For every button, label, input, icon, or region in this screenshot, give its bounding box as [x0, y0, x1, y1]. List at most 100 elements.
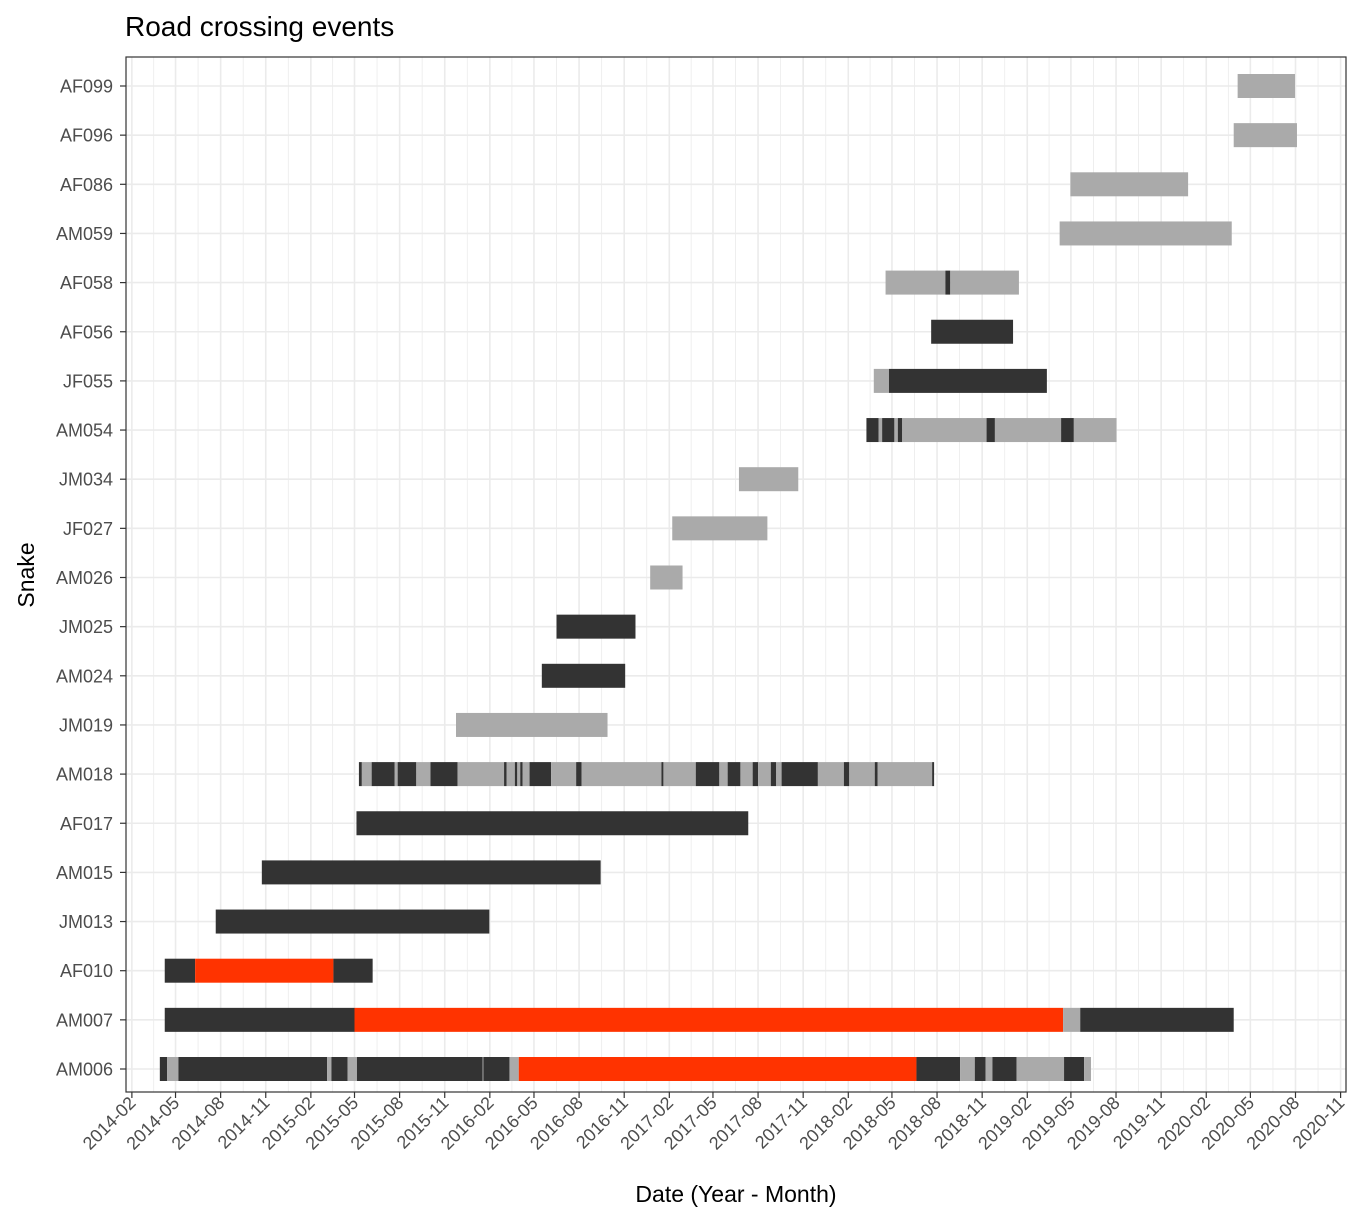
y-tick-label: AM015 — [56, 863, 113, 883]
bar-segment-am018 — [695, 762, 720, 787]
bar-segment-am018 — [770, 762, 777, 787]
bar-segment-am018 — [781, 762, 818, 787]
bar-segment-am006 — [916, 1057, 961, 1081]
bar-segment-am006 — [483, 1057, 510, 1081]
bar-segment-af056 — [931, 319, 1014, 344]
bar-segment-am018 — [394, 762, 398, 787]
y-tick-label: JM019 — [59, 715, 113, 735]
bar-segment-am006 — [985, 1057, 993, 1081]
bar-segment-af099 — [1237, 74, 1295, 98]
bar-segment-am018 — [361, 762, 372, 787]
bar-segment-jf055 — [888, 368, 1047, 393]
bar-segment-am018 — [358, 762, 362, 787]
bar-segment-am018 — [514, 762, 518, 787]
y-tick-label: AM026 — [56, 568, 113, 588]
bar-segment-am006 — [1016, 1057, 1065, 1081]
bar-segment-am006 — [167, 1057, 179, 1081]
y-tick-label: JF027 — [63, 519, 113, 539]
y-axis-title: Snake — [13, 542, 39, 607]
bar-segment-am018 — [740, 762, 753, 787]
bar-segment-am006 — [992, 1057, 1017, 1081]
bar-segment-am018 — [576, 762, 582, 787]
bar-segment-am006 — [327, 1057, 332, 1081]
y-tick-label: AF056 — [60, 322, 113, 342]
bar-segment-am006 — [1064, 1057, 1085, 1081]
bar-segment-am007 — [1080, 1007, 1234, 1032]
bar-segment-jm019 — [456, 712, 608, 737]
y-tick-label: AF086 — [60, 175, 113, 195]
bar-segment-am007 — [164, 1007, 355, 1032]
bar-segment-am024 — [541, 663, 626, 688]
bar-segment-am018 — [719, 762, 728, 787]
bar-segment-af017 — [356, 811, 749, 836]
y-tick-label: AF058 — [60, 273, 113, 293]
bar-segment-am006 — [1084, 1057, 1092, 1081]
bar-segment-am018 — [661, 762, 664, 787]
bar-segment-am006 — [159, 1057, 168, 1081]
bar-segment-am018 — [932, 762, 935, 787]
bar-segment-am018 — [752, 762, 759, 787]
bar-segment-am018 — [529, 762, 552, 787]
bar-segment-am018 — [663, 762, 696, 787]
bar-segment-am006 — [509, 1057, 519, 1081]
bar-segment-am018 — [430, 762, 458, 787]
y-tick-label: AM024 — [56, 666, 113, 686]
bar-segment-am018 — [504, 762, 507, 787]
bar-segment-am054 — [1073, 418, 1117, 443]
bar-segment-am054 — [894, 418, 898, 443]
bar-segment-af058 — [945, 270, 951, 295]
y-tick-label: AM054 — [56, 421, 113, 441]
bar-segment-af058 — [885, 270, 946, 295]
bar-segment-am018 — [817, 762, 844, 787]
y-tick-label: AM059 — [56, 224, 113, 244]
bar-segment-am054 — [882, 418, 895, 443]
bar-segment-af010 — [195, 958, 334, 983]
y-tick-label: JM034 — [59, 470, 113, 490]
bar-segment-am018 — [849, 762, 875, 787]
x-axis-title: Date (Year - Month) — [635, 1181, 836, 1207]
bar-segment-jf027 — [672, 516, 768, 541]
bar-segment-af096 — [1233, 123, 1297, 148]
bar-segment-am006 — [960, 1057, 975, 1081]
bar-segment-am018 — [520, 762, 523, 787]
y-tick-label: AF099 — [60, 77, 113, 97]
y-tick-label: AF017 — [60, 814, 113, 834]
bar-segment-am018 — [371, 762, 395, 787]
y-tick-label: JM013 — [59, 912, 113, 932]
bar-segment-am026 — [650, 565, 683, 590]
y-tick-label: AM007 — [56, 1010, 113, 1030]
bar-segment-am006 — [347, 1057, 357, 1081]
y-tick-label: AM018 — [56, 765, 113, 785]
bar-segment-jm013 — [215, 909, 490, 934]
y-tick-label: AF010 — [60, 961, 113, 981]
panel-border — [125, 56, 1347, 1093]
y-tick-label: JF055 — [63, 371, 113, 391]
bar-segments — [159, 74, 1297, 1081]
chart-title: Road crossing events — [125, 11, 394, 42]
bar-segment-am018 — [758, 762, 771, 787]
bar-segment-am018 — [416, 762, 431, 787]
bar-segment-am018 — [522, 762, 530, 787]
bar-segment-am018 — [727, 762, 741, 787]
bar-segment-am006 — [518, 1057, 917, 1081]
bar-segment-am054 — [986, 418, 995, 443]
bar-segment-am006 — [331, 1057, 348, 1081]
bar-segment-af058 — [950, 270, 1019, 295]
bar-segment-jf055 — [873, 368, 889, 393]
bar-segment-am059 — [1059, 221, 1232, 246]
bar-segment-am018 — [843, 762, 850, 787]
bar-segment-am018 — [581, 762, 662, 787]
bar-segment-af010 — [164, 958, 196, 983]
y-tick-label: AF096 — [60, 126, 113, 146]
bar-segment-am018 — [874, 762, 878, 787]
bar-segment-am018 — [517, 762, 521, 787]
bar-segment-am018 — [506, 762, 515, 787]
bar-segment-jm025 — [556, 614, 636, 639]
bar-segment-am007 — [1063, 1007, 1081, 1032]
bar-segment-am006 — [482, 1057, 484, 1081]
bar-segment-am018 — [457, 762, 505, 787]
bar-segment-am054 — [994, 418, 1062, 443]
bar-segment-am054 — [866, 418, 879, 443]
bar-segment-am054 — [1061, 418, 1074, 443]
